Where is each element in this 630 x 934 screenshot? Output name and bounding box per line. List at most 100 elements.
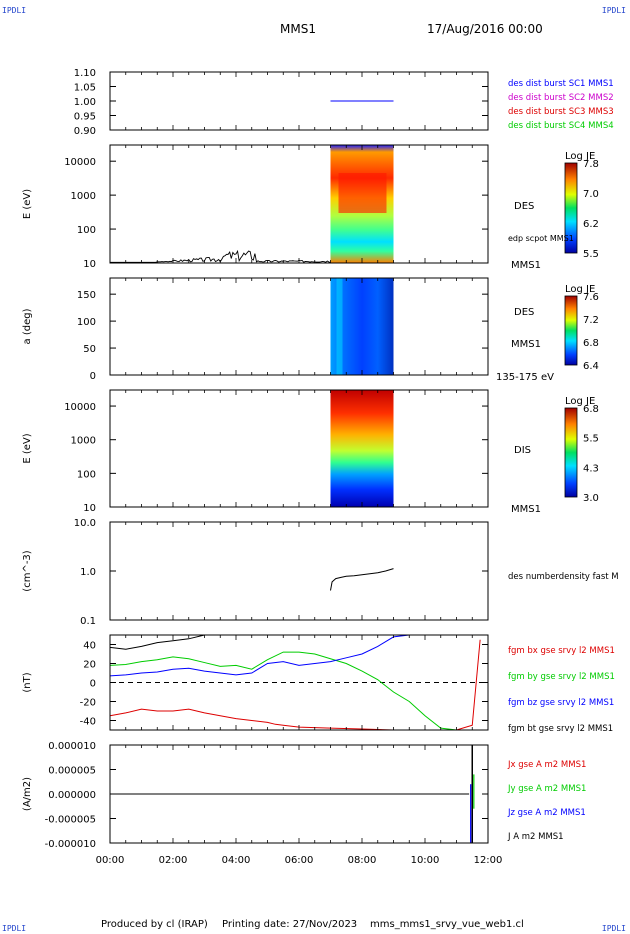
des-pitch-tick-label: 150 xyxy=(77,290,96,301)
des-pitch-tick-label: 0 xyxy=(90,371,96,382)
dis-energy-spectrogram xyxy=(330,390,394,507)
time-tick-label: 06:00 xyxy=(285,855,314,866)
bfield-series-3 xyxy=(109,634,425,677)
des-energy-colorbar-tick: 7.8 xyxy=(583,159,599,170)
current-legend-2: Jy gse A m2 MMS1 xyxy=(507,784,586,794)
dis-energy-colorbar-title: Log JE xyxy=(565,396,595,407)
des-energy-frame xyxy=(109,144,489,264)
dis-energy-frame xyxy=(109,389,489,508)
bfield-legend-4: fgm bt gse srvy l2 MMS1 xyxy=(508,724,613,734)
time-tick-label: 10:00 xyxy=(411,855,440,866)
current-tick-label: 0.000010 xyxy=(48,741,96,752)
coverage-tick-label: 0.95 xyxy=(74,112,96,123)
bfield-tick-label: -40 xyxy=(80,717,96,728)
des-energy-tick-label: 100 xyxy=(77,225,96,236)
dis-energy-sc-label: MMS1 xyxy=(511,504,541,515)
des-pitch-colorbar-tick: 7.2 xyxy=(583,315,599,326)
corner-label-bottom-right: IPDLI xyxy=(601,924,626,933)
time-tick-label: 04:00 xyxy=(222,855,251,866)
des-pitch-stripe xyxy=(336,278,343,375)
bfield-legend-2: fgm by gse srvy l2 MMS1 xyxy=(508,672,615,682)
bfield-tick-label: 0 xyxy=(90,679,96,690)
coverage-tick-label: 0.90 xyxy=(74,126,96,137)
des-pitch-tick-label: 100 xyxy=(77,317,96,328)
spacecraft-title: MMS1 xyxy=(280,22,316,36)
des-energy-sc-label: MMS1 xyxy=(511,260,541,271)
bfield-ylabel: (nT) xyxy=(22,672,33,692)
edp-scpot-label: edp scpot MMS1 xyxy=(508,234,574,243)
bfield-series-4 xyxy=(109,634,205,650)
coverage-legend-3: des dist burst SC3 MMS3 xyxy=(508,107,614,117)
des-pitch-colorbar-title: Log JE xyxy=(565,284,595,295)
coverage-legend-4: des dist burst SC4 MMS4 xyxy=(508,121,614,131)
des-energy-tick-label: 1000 xyxy=(71,191,96,202)
coverage-legend-2: des dist burst SC2 MMS2 xyxy=(508,93,614,103)
des-energy-tick-label: 10000 xyxy=(64,157,96,168)
corner-label-top-right: IPDLI xyxy=(601,6,626,15)
corner-label-bottom-left: IPDLI xyxy=(2,924,27,933)
dis-energy-colorbar xyxy=(564,407,578,498)
density-tick-label: 1.0 xyxy=(80,567,96,578)
current-legend-4: J A m2 MMS1 xyxy=(507,832,564,842)
bfield-tick-label: -20 xyxy=(80,698,96,709)
des-pitch-sc-label: MMS1 xyxy=(511,339,541,350)
footer-file: mms_mms1_srvy_vue_web1.cl xyxy=(370,919,524,930)
coverage-tick-label: 1.00 xyxy=(74,97,96,108)
des-pitch-label: DES xyxy=(514,307,534,318)
bfield-tick-label: 40 xyxy=(83,641,96,652)
density-tick-label: 0.1 xyxy=(80,616,96,627)
des-energy-ylabel: E (eV) xyxy=(22,189,33,219)
density-ylabel: (cm^-3) xyxy=(22,550,33,591)
bfield-legend-1: fgm bx gse srvy l2 MMS1 xyxy=(508,646,615,656)
dis-energy-tick-label: 10 xyxy=(83,503,96,514)
bfield-tick-label: 20 xyxy=(83,660,96,671)
des-energy-colorbar-tick: 6.2 xyxy=(583,219,599,230)
current-tick-label: -0.000010 xyxy=(45,839,96,850)
bfield-series-1 xyxy=(109,639,481,731)
des-energy-colorbar-tick: 5.5 xyxy=(583,249,599,260)
coverage-legend-1: des dist burst SC1 MMS1 xyxy=(508,79,614,89)
des-pitch-colorbar-tick: 6.8 xyxy=(583,338,599,349)
bfield-series-2 xyxy=(109,651,457,731)
time-tick-label: 00:00 xyxy=(96,855,125,866)
des-pitch-colorbar-tick: 6.4 xyxy=(583,361,599,372)
des-energy-colorbar xyxy=(564,162,578,254)
coverage-tick-label: 1.05 xyxy=(74,83,96,94)
dis-energy-label: DIS xyxy=(514,445,531,456)
dis-energy-colorbar-tick: 6.8 xyxy=(583,404,599,415)
dis-energy-tick-label: 100 xyxy=(77,469,96,480)
des-energy-label: DES xyxy=(514,201,534,212)
des-energy-colorbar-title: Log JE xyxy=(565,151,595,162)
coverage-tick-label: 1.10 xyxy=(74,68,96,79)
current-tick-label: 0.000005 xyxy=(48,766,96,777)
coverage-frame xyxy=(109,71,489,131)
dis-energy-tick-label: 1000 xyxy=(71,436,96,447)
dis-energy-colorbar-tick: 3.0 xyxy=(583,493,599,504)
density-legend: des numberdensity fast M xyxy=(508,572,619,582)
dis-energy-tick-label: 10000 xyxy=(64,402,96,413)
time-tick-label: 12:00 xyxy=(474,855,503,866)
current-tick-label: -0.000005 xyxy=(45,815,96,826)
des-pitch-colorbar-tick: 7.6 xyxy=(583,292,599,303)
current-ylabel: (A/m2) xyxy=(22,777,33,811)
des-pitch-colorbar xyxy=(564,295,578,366)
footer-printing-date: Printing date: 27/Nov/2023 xyxy=(222,919,358,930)
bfield-legend-3: fgm bz gse srvy l2 MMS1 xyxy=(508,698,614,708)
des-pitch-frame xyxy=(109,277,489,376)
des-pitch-energy-range: 135-175 eV xyxy=(496,372,554,383)
time-tick-label: 08:00 xyxy=(348,855,377,866)
density-frame xyxy=(109,521,489,621)
footer-produced-by: Produced by cl (IRAP) xyxy=(101,919,208,930)
des-energy-tick-label: 10 xyxy=(83,259,96,270)
dis-energy-colorbar-tick: 5.5 xyxy=(583,434,599,445)
current-legend-1: Jx gse A m2 MMS1 xyxy=(507,760,586,770)
des-energy-colorbar-tick: 7.0 xyxy=(583,189,599,200)
dis-energy-ylabel: E (eV) xyxy=(22,433,33,463)
date-title: 17/Aug/2016 00:00 xyxy=(427,22,543,36)
density-tick-label: 10.0 xyxy=(74,518,96,529)
dis-energy-colorbar-tick: 4.3 xyxy=(583,463,599,474)
density-series xyxy=(330,568,394,591)
corner-label-top-left: IPDLI xyxy=(2,6,27,15)
des-energy-peak-band xyxy=(338,173,387,213)
time-tick-label: 02:00 xyxy=(159,855,188,866)
